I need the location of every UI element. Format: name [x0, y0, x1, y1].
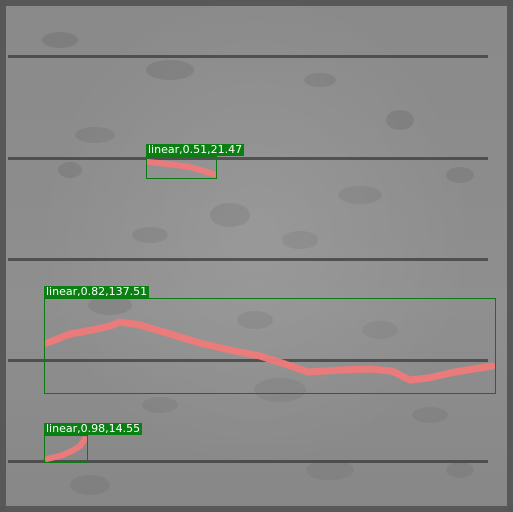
panel-top-edge: [0, 0, 513, 6]
panel-right-edge: [507, 0, 513, 512]
panel-bottom-edge: [0, 506, 513, 512]
defect-trace-2: [43, 318, 496, 384]
defect-trace-3: [44, 436, 88, 462]
detection-box-1: [146, 156, 217, 179]
busbar-2: [8, 157, 488, 160]
detection-box-3: [44, 435, 88, 463]
busbar-5: [8, 460, 488, 463]
busbar-3: [8, 258, 488, 261]
detection-box-2: [44, 298, 496, 394]
detection-label-1: linear,0.51,21.47: [146, 143, 245, 156]
detection-label-3: linear,0.98,14.55: [44, 422, 143, 435]
busbar-4: [8, 359, 488, 362]
panel-left-edge: [0, 0, 6, 512]
busbar-1: [8, 55, 488, 58]
detection-label-2: linear,0.82,137.51: [44, 285, 150, 298]
defect-trace-1: [145, 159, 217, 177]
